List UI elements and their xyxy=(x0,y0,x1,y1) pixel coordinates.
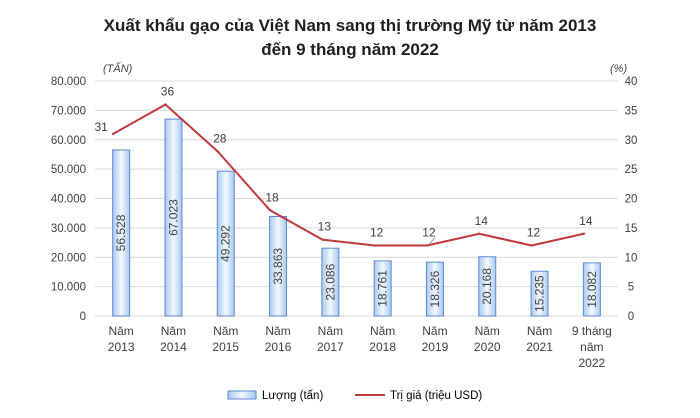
bar-value-label: 56.528 xyxy=(114,214,128,251)
bar-value-label: 18.326 xyxy=(428,270,442,307)
bar-value-label: 18.082 xyxy=(585,271,599,308)
line-value-label: 36 xyxy=(161,85,175,99)
x-tick-label: Năm xyxy=(108,324,133,338)
right-axis-ticks: 0 5 10 15 20 25 30 35 40 xyxy=(625,76,638,323)
bar xyxy=(582,262,601,317)
bar-value-label: 49.292 xyxy=(219,225,233,262)
line-value-label: 31 xyxy=(94,120,108,134)
bar xyxy=(373,260,392,317)
bar-value-label: 23.086 xyxy=(323,263,337,300)
line-point xyxy=(425,244,429,247)
bar xyxy=(425,261,444,317)
right-tick-label: 20 xyxy=(625,194,638,206)
x-tick-label: 2014 xyxy=(160,340,187,354)
bar-value-label: 67.023 xyxy=(166,199,180,236)
bar xyxy=(321,247,340,317)
x-tick-label: Năm xyxy=(527,324,552,338)
x-tick-label: 9 tháng xyxy=(572,324,612,338)
right-axis-unit: (%) xyxy=(610,63,627,75)
x-tick-label: 2019 xyxy=(422,340,449,354)
line-value-label: 12 xyxy=(370,226,384,240)
bar xyxy=(164,118,183,317)
line-value-label: 13 xyxy=(318,220,332,234)
left-tick-label: 40.000 xyxy=(51,194,86,206)
right-tick-label: 10 xyxy=(625,252,638,264)
line-value-label: 18 xyxy=(265,190,279,204)
bar-value-label: 18.761 xyxy=(376,270,390,307)
leader-line xyxy=(428,237,436,245)
right-tick-label: 25 xyxy=(625,164,638,176)
line-point xyxy=(321,238,324,241)
x-tick-label: 2018 xyxy=(369,340,396,354)
right-tick-label: 35 xyxy=(625,105,638,117)
x-tick-label: 2015 xyxy=(212,340,239,354)
line-point xyxy=(373,244,376,247)
left-axis-ticks: 0 10.000 20.000 30.000 40.000 50.000 60.000 70.… xyxy=(51,76,86,323)
left-tick-label: 80.000 xyxy=(51,76,86,88)
line-point xyxy=(111,132,115,136)
chart-title-line-2: đến 9 tháng năm 2022 xyxy=(261,40,439,59)
bar xyxy=(112,149,131,317)
right-tick-label: 0 xyxy=(628,311,634,323)
bar-series: 56.528 67.023 49.292 33.863 23.086 18.761 18.3… xyxy=(112,118,601,317)
line-value-label: 12 xyxy=(422,226,436,240)
x-tick-label: Năm xyxy=(161,324,186,338)
bar-value-label: 20.168 xyxy=(480,268,494,305)
line-value-label: 12 xyxy=(527,226,541,240)
left-tick-label: 30.000 xyxy=(51,223,86,235)
x-tick-label: Năm xyxy=(265,324,290,338)
right-tick-label: 5 xyxy=(628,282,634,294)
x-tick-label: Năm xyxy=(475,324,500,338)
x-tick-label: Năm xyxy=(422,324,447,338)
x-tick-label: 2022 xyxy=(578,356,605,370)
legend-bar-label: Lượng (tấn) xyxy=(262,390,323,402)
left-tick-label: 10.000 xyxy=(51,282,86,294)
right-tick-label: 40 xyxy=(625,76,638,88)
x-tick-label: 2013 xyxy=(108,340,135,354)
right-tick-label: 30 xyxy=(625,135,638,147)
line-point xyxy=(216,150,219,153)
legend: Lượng (tấn) Trị giá (triệu USD) xyxy=(227,390,482,402)
x-tick-label: Năm xyxy=(213,324,238,338)
bar xyxy=(530,270,549,317)
legend-bar-swatch xyxy=(227,390,257,400)
right-tick-label: 15 xyxy=(625,223,638,235)
chart-title-line-1: Xuất khẩu gạo của Việt Nam sang thị trườ… xyxy=(104,16,597,35)
x-tick-label: năm xyxy=(580,340,603,354)
left-axis-unit: (TẤN) xyxy=(103,62,133,75)
line-point xyxy=(530,244,533,247)
x-tick-label: 2020 xyxy=(474,340,501,354)
line-value-label: 14 xyxy=(579,214,593,228)
x-tick-label: 2016 xyxy=(265,340,292,354)
bar-value-label: 15.235 xyxy=(533,275,547,312)
bar xyxy=(269,216,288,317)
line-point xyxy=(478,232,481,235)
x-tick-label: Năm xyxy=(370,324,395,338)
x-axis-labels: Năm 2013 Năm 2014 Năm 2015 Năm 2016 Năm 2017 Năm 20… xyxy=(108,324,612,370)
left-tick-label: 20.000 xyxy=(51,252,86,264)
left-tick-label: 50.000 xyxy=(51,164,86,176)
line-value-label: 14 xyxy=(475,214,489,228)
bar xyxy=(216,170,235,317)
left-tick-label: 0 xyxy=(80,311,86,323)
x-tick-label: 2017 xyxy=(317,340,344,354)
line-point xyxy=(582,232,586,235)
line-path xyxy=(112,103,585,247)
line-point xyxy=(268,209,272,212)
bar xyxy=(478,256,497,317)
line-series: 31 36 28 18 13 12 12 14 12 14 xyxy=(94,85,593,247)
bar-value-label: 33.863 xyxy=(271,248,285,285)
line-value-label: 28 xyxy=(213,132,227,146)
line-point xyxy=(164,103,167,106)
left-tick-label: 70.000 xyxy=(51,105,86,117)
x-tick-label: Năm xyxy=(318,324,343,338)
x-tick-label: 2021 xyxy=(526,340,553,354)
legend-line-label: Trị giá (triệu USD) xyxy=(390,390,482,402)
left-tick-label: 60.000 xyxy=(51,135,86,147)
